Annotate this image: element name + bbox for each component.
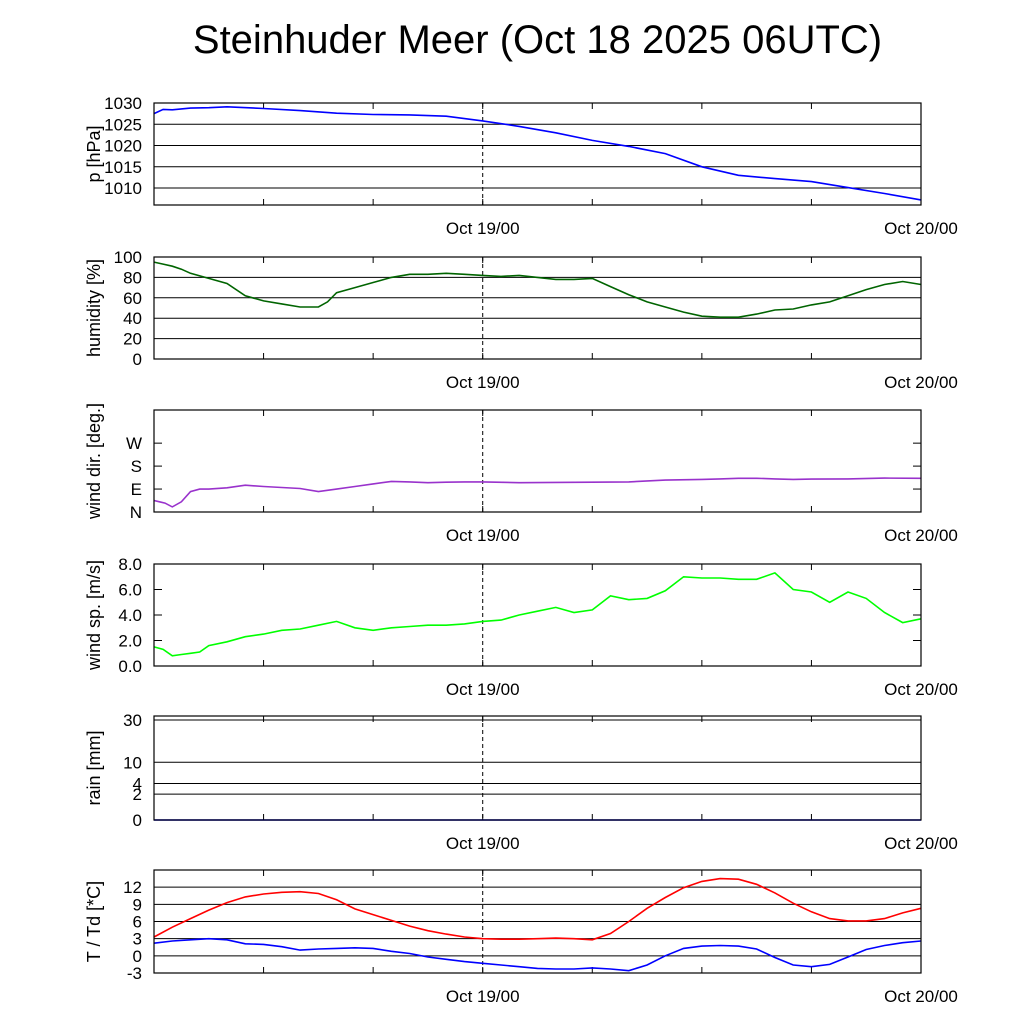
x-tick-label: Oct 19/00 xyxy=(446,834,520,853)
y-tick-label: 10 xyxy=(123,753,142,772)
panel-frame xyxy=(153,256,922,360)
y-axis-label: humidity [%] xyxy=(84,259,104,357)
y-tick-label: 40 xyxy=(123,309,142,328)
y-tick-label: 0 xyxy=(133,811,142,830)
y-tick-label: 6 xyxy=(133,913,142,932)
y-tick-label: N xyxy=(130,503,142,522)
y-tick-label: 0 xyxy=(133,947,142,966)
y-tick-label: E xyxy=(131,480,142,499)
y-tick-label: 1015 xyxy=(104,158,142,177)
x-tick-label: Oct 19/00 xyxy=(446,680,520,699)
panel-frame xyxy=(153,869,922,974)
y-tick-label: 60 xyxy=(123,289,142,308)
y-tick-label: S xyxy=(131,457,142,476)
panel-frame xyxy=(153,563,922,667)
x-tick-label: Oct 19/00 xyxy=(446,373,520,392)
x-tick-label: Oct 20/00 xyxy=(884,987,958,1006)
y-axis-label: wind dir. [deg.] xyxy=(84,403,104,520)
y-tick-label: 6.0 xyxy=(118,581,142,600)
y-tick-label: 4 xyxy=(133,774,142,793)
y-axis-label: T / Td [*C] xyxy=(84,881,104,962)
y-tick-label: 3 xyxy=(133,930,142,949)
y-axis-label: rain [mm] xyxy=(84,730,104,805)
x-tick-label: Oct 19/00 xyxy=(446,987,520,1006)
x-tick-label: Oct 20/00 xyxy=(884,219,958,238)
y-tick-label: W xyxy=(126,434,142,453)
y-tick-label: 2 xyxy=(133,785,142,804)
y-tick-label: 8.0 xyxy=(118,555,142,574)
y-tick-label: 100 xyxy=(114,248,142,267)
y-tick-label: 1030 xyxy=(104,94,142,113)
y-axis-label: wind sp. [m/s] xyxy=(84,560,104,671)
y-tick-label: 80 xyxy=(123,268,142,287)
series-line-pressure-0 xyxy=(153,105,922,201)
y-tick-label: 1020 xyxy=(104,137,142,156)
y-tick-label: 1025 xyxy=(104,115,142,134)
panel-frame xyxy=(153,409,922,513)
x-tick-label: Oct 20/00 xyxy=(884,834,958,853)
panel-frame xyxy=(153,715,922,821)
y-tick-label: 0 xyxy=(133,350,142,369)
x-tick-label: Oct 20/00 xyxy=(884,526,958,545)
y-tick-label: 12 xyxy=(123,878,142,897)
y-tick-label: 0.0 xyxy=(118,657,142,676)
y-tick-label: 30 xyxy=(123,711,142,730)
x-tick-label: Oct 19/00 xyxy=(446,219,520,238)
series-line-temperature_dewpoint-1 xyxy=(153,937,922,972)
series-line-temperature_dewpoint-0 xyxy=(153,877,922,941)
x-tick-label: Oct 19/00 xyxy=(446,526,520,545)
y-tick-label: 2.0 xyxy=(118,632,142,651)
series-line-wind_direction-0 xyxy=(153,477,922,508)
panel-rain: 0 24 10 30 rain [mm] Oct 19/00 Oct 20/00 xyxy=(84,711,958,853)
y-tick-label: -3 xyxy=(127,964,142,983)
series-line-wind_speed-0 xyxy=(153,571,922,657)
series-line-humidity-0 xyxy=(153,261,922,318)
y-tick-label: 4.0 xyxy=(118,606,142,625)
x-tick-label: Oct 20/00 xyxy=(884,373,958,392)
x-tick-label: Oct 20/00 xyxy=(884,680,958,699)
panel-wind_speed: 0.0 2.0 4.0 6.0 8.0 wind sp. [m/s] Oct 19/00 Oc… xyxy=(84,555,958,699)
y-tick-label: 20 xyxy=(123,330,142,349)
y-tick-label: 9 xyxy=(133,895,142,914)
chart-title: Steinhuder Meer (Oct 18 2025 06UTC) xyxy=(192,18,883,62)
y-axis-label: p [hPa] xyxy=(84,125,104,182)
y-tick-label: 1010 xyxy=(104,179,142,198)
panel-frame xyxy=(153,102,922,206)
